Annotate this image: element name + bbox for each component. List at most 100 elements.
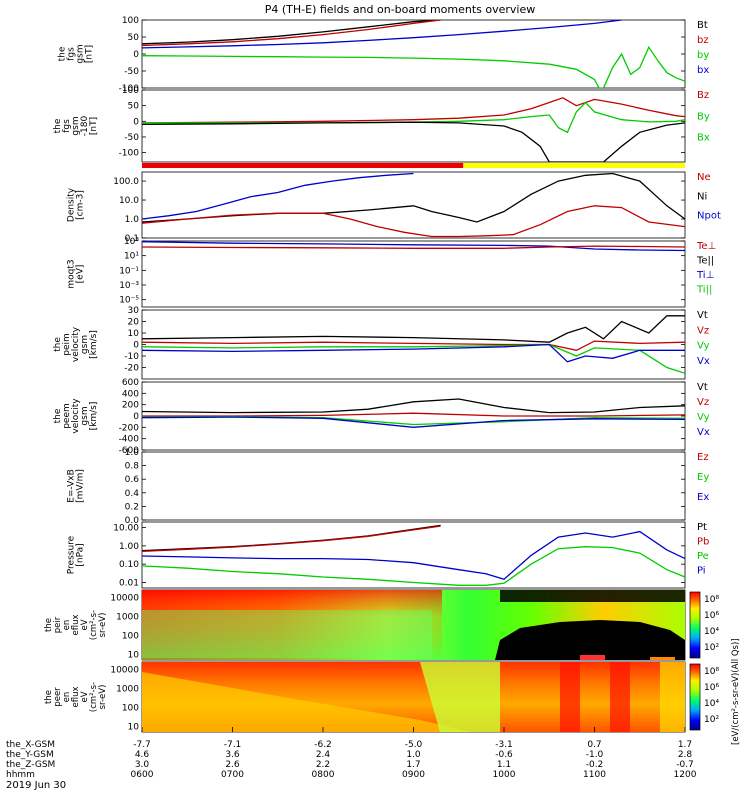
ytick-label-density: 1.0 bbox=[125, 215, 140, 225]
xaxis-cell: 1.0 bbox=[406, 750, 421, 760]
xaxis-cell: 4.6 bbox=[135, 750, 150, 760]
ytick-label-peem: 400 bbox=[122, 389, 139, 399]
ylabel-peer: sr-eV) bbox=[98, 685, 108, 710]
ytick-label-fgs-180: -50 bbox=[124, 133, 139, 143]
ytick-label-peim: 20 bbox=[128, 318, 140, 328]
ytick-label-peer: 10000 bbox=[110, 666, 139, 676]
ytick-label-peim: 10 bbox=[128, 329, 140, 339]
legend-density: Ne bbox=[697, 172, 711, 183]
ytick-label-e-field: 0.2 bbox=[125, 502, 139, 512]
xaxis-cell: 1.7 bbox=[406, 760, 420, 770]
series-group-fgs bbox=[142, 20, 685, 88]
peer-yellow-edge bbox=[660, 662, 685, 732]
series-fgs-by bbox=[142, 45, 685, 88]
xaxis-cell: -1.0 bbox=[586, 750, 604, 760]
legend-peim: Vx bbox=[697, 356, 710, 367]
legend-peim: Vt bbox=[697, 310, 708, 321]
ylabel-fgs: gsm bbox=[76, 44, 86, 63]
series-pressure-Pe bbox=[142, 546, 685, 586]
colorbar-label: [eV/(cm²-s-sr-eV)(All Qs)] bbox=[731, 638, 741, 745]
xaxis-cell: 1200 bbox=[674, 770, 697, 780]
panel-fgs-180: -100 -50 0 50 100 the fgs gsm -180 [nT] Bz By Bx bbox=[53, 86, 710, 163]
series-group-density bbox=[142, 172, 685, 238]
legend-pressure: Pi bbox=[697, 566, 706, 577]
ylabel-density: Density bbox=[67, 187, 77, 222]
ylabel-peer: eV bbox=[80, 691, 90, 702]
peir-black-region bbox=[495, 620, 685, 660]
ylabel-peer: (cm²-s- bbox=[89, 682, 99, 712]
status-bar bbox=[142, 163, 685, 168]
ytick-label-peir: 1000 bbox=[116, 612, 139, 622]
series-density-Npot bbox=[142, 172, 414, 220]
legend-peem: Vy bbox=[697, 412, 710, 423]
colorbar-tick-label: 10⁶ bbox=[704, 683, 719, 693]
ytick-label-moqt3: 10⁻¹ bbox=[119, 266, 139, 276]
xaxis-row-label: hhmm bbox=[6, 770, 35, 780]
legend-peem: Vt bbox=[697, 382, 708, 393]
ylabel-fgs-180: gsm bbox=[71, 116, 81, 135]
ytick-label-peer: 1000 bbox=[116, 684, 139, 694]
legend-fgs: bx bbox=[697, 65, 709, 76]
ylabel-peer: peer bbox=[53, 687, 63, 707]
ytick-label-peem: 600 bbox=[122, 378, 139, 388]
ylabel-peer: eflux bbox=[71, 686, 81, 707]
ytick-label-density: 10.0 bbox=[119, 196, 139, 206]
ylabel-e-field: [mV/m] bbox=[76, 469, 86, 503]
ytick-label-fgs-180: -100 bbox=[119, 149, 140, 159]
colorbar-tick-label: 10⁸ bbox=[704, 667, 719, 677]
colorbar-tick-label: 10⁸ bbox=[704, 595, 719, 605]
xaxis-row-label: the_Z-GSM bbox=[6, 760, 55, 770]
xaxis-cell: -0.7 bbox=[676, 760, 694, 770]
peer-red-strip-2 bbox=[610, 662, 630, 732]
ylabel-peir: (cm²-s- bbox=[89, 610, 99, 640]
ylabel-fgs: fgs bbox=[67, 47, 77, 61]
legend-peim: Vy bbox=[697, 341, 710, 352]
x-axis-block: the_X-GSM -7.7 -7.1 -6.2 -5.0 -3.1 0.7 1.7 the_Y… bbox=[6, 727, 697, 780]
series-group-peem bbox=[142, 398, 685, 428]
ytick-label-peir: 10000 bbox=[110, 594, 139, 604]
series-fgs-180-By bbox=[142, 101, 685, 134]
legend-e-field: Ex bbox=[697, 492, 709, 503]
panel-e-field: 0.0 0.2 0.4 0.6 0.8 1.0 E=-VxB [mV/m] Ez Ey Ex bbox=[67, 448, 710, 526]
peir-black-top bbox=[500, 590, 685, 602]
ytick-label-pressure: 0.10 bbox=[119, 560, 139, 570]
xaxis-cell: -7.7 bbox=[133, 740, 151, 750]
ylabel-moqt3: [eV] bbox=[76, 265, 86, 284]
ytick-label-peem: 0 bbox=[133, 412, 139, 422]
ylabel-peem: peem bbox=[62, 403, 72, 429]
peer-green-band bbox=[142, 672, 470, 732]
series-moqt3-Ti bbox=[142, 241, 685, 252]
ylabel-peer: en bbox=[62, 692, 72, 703]
ylabel-peim: peim bbox=[62, 333, 72, 356]
series-peim-Vx bbox=[142, 343, 685, 363]
ytick-label-peir: 100 bbox=[122, 631, 139, 641]
series-fgs-Bt bbox=[142, 20, 441, 45]
panel-density: 0.1 1.0 10.0 100.0 Density [cm-3] Ne Ni Npot bbox=[67, 171, 721, 244]
series-moqt3-Te bbox=[142, 245, 685, 249]
ytick-label-moqt3: 10³ bbox=[124, 237, 139, 247]
ylabel-pressure: Pressure bbox=[67, 535, 77, 574]
legend-pressure: Pb bbox=[697, 537, 709, 548]
ylabel-density: [cm-3] bbox=[76, 190, 86, 220]
ytick-label-moqt3: 10¹ bbox=[124, 252, 139, 262]
frame-density bbox=[141, 171, 686, 239]
legend-fgs-180: Bx bbox=[697, 133, 710, 144]
series-group-moqt3 bbox=[142, 241, 685, 252]
ylabel-fgs: the bbox=[58, 46, 68, 61]
ytick-label-density: 100.0 bbox=[113, 177, 139, 187]
ytick-label-fgs: -100 bbox=[119, 84, 140, 94]
panel-pressure: 0.01 0.10 1.00 10.00 Pressure [nPa] Pt Pb Pe Pi bbox=[67, 521, 709, 588]
ylabel-fgs: [nT] bbox=[85, 45, 95, 63]
legend-moqt3: Te|| bbox=[696, 256, 714, 267]
legend-density: Ni bbox=[697, 191, 707, 202]
xaxis-cell: 3.6 bbox=[225, 750, 240, 760]
xaxis-cell: -3.1 bbox=[495, 740, 513, 750]
xaxis-cell: 1100 bbox=[583, 770, 606, 780]
ytick-label-pressure: 1.00 bbox=[119, 542, 139, 552]
ylabel-fgs-180: fgs bbox=[62, 119, 72, 133]
series-peem-Vt bbox=[142, 398, 685, 414]
ytick-label-peem: -200 bbox=[119, 423, 140, 433]
ytick-label-peim: -20 bbox=[124, 364, 139, 374]
